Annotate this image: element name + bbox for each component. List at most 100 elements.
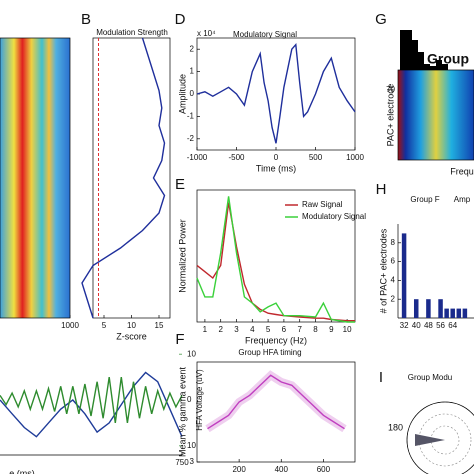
y-tick-label: 8 (391, 238, 396, 247)
x-tick-label: 4 (250, 325, 255, 334)
panel-label: F (175, 331, 184, 348)
x-tick-label: 7 (297, 325, 302, 334)
bar (438, 299, 443, 318)
series-line (207, 374, 345, 430)
y-tick-label: 1 (190, 67, 195, 76)
y-tick-label: 6 (391, 257, 396, 266)
x-tick-label: 600 (317, 465, 331, 474)
y-tick-label: 4 (391, 276, 396, 285)
series-line (196, 43, 356, 144)
x-tick-label: 8 (313, 325, 318, 334)
legend-label: Modulatory Signal (302, 212, 366, 221)
y2-tick-label: 10 (187, 441, 196, 450)
x-tick-label: 2 (218, 325, 223, 334)
series-line (81, 37, 166, 319)
x-tick-label: 64 (448, 321, 457, 330)
histogram-decoration (418, 52, 424, 70)
heatmap-image (0, 38, 70, 318)
plot-frame (196, 361, 356, 463)
chart-title: Modulation Strength (96, 28, 168, 37)
x-tick-label: 6 (282, 325, 287, 334)
series-line (0, 371, 183, 438)
heatmap-image (398, 70, 474, 160)
panel-label: B (81, 11, 91, 28)
x-tick-label: 5 (102, 321, 107, 330)
plot-frame (196, 37, 356, 151)
panel-label: I (379, 369, 383, 386)
y2-axis-label: HFA Voltage (uV) (195, 369, 204, 431)
y-multiplier: x 10⁴ (197, 29, 216, 38)
y-axis-label: Mean % gamma event (177, 366, 187, 457)
bar (413, 299, 419, 318)
y-tick-label: 0 (190, 89, 195, 98)
histogram-decoration (406, 30, 412, 70)
series-line (196, 196, 355, 323)
y-axis-label: # of PAC+ electrodes (378, 228, 388, 313)
bar (450, 308, 455, 318)
bar (444, 308, 449, 318)
x-axis-label: e (ms) (9, 468, 35, 474)
plot-frame (196, 189, 356, 323)
x-tick-label: 56 (436, 321, 445, 330)
x-tick-label: 1000 (346, 153, 364, 162)
histogram-decoration (442, 64, 448, 70)
x-tick-label: 15 (155, 321, 164, 330)
plot-frame (92, 37, 171, 319)
histogram-decoration (400, 30, 406, 70)
chart-title: Group F (410, 195, 439, 204)
x-tick-label: 1 (203, 325, 208, 334)
y-axis-label: PAC+ electrode (385, 84, 395, 147)
bar (426, 299, 431, 318)
panel-label: E (175, 176, 185, 193)
x-tick-label: 9 (329, 325, 334, 334)
plot-frame (0, 37, 71, 319)
polar-angle-label: 180 (388, 422, 403, 432)
x-tick-label: 500 (309, 153, 323, 162)
panel-label: H (376, 181, 387, 198)
polar-wedge (415, 434, 445, 446)
x-tick-label: 200 (232, 465, 246, 474)
x-tick-label: -1000 (187, 153, 208, 162)
x-tick-label: 40 (412, 321, 421, 330)
chart-title: Modulatory Signal (233, 30, 297, 39)
y2-tick-label: 0 (187, 395, 192, 404)
x-tick-label: 48 (424, 321, 433, 330)
bar (456, 308, 462, 318)
x-tick-label: 0 (274, 153, 279, 162)
x-tick-label: 1000 (61, 321, 79, 330)
x-tick-label: 400 (275, 465, 289, 474)
y-tick-label: 3 (190, 457, 195, 466)
polar-outline (406, 401, 474, 474)
y-tick-label: 2 (391, 294, 396, 303)
y-tick-label: 2 (190, 44, 195, 53)
polar-ring (430, 425, 460, 455)
panel-label: D (175, 11, 186, 28)
histogram-decoration (436, 60, 442, 70)
panel-label: G (375, 11, 387, 28)
bar (462, 308, 468, 318)
x-tick-label: 32 (400, 321, 409, 330)
legend-label: Raw Signal (302, 200, 343, 209)
y-tick-label: -2 (187, 134, 195, 143)
y-axis-label: Amplitude (177, 74, 187, 114)
chart-title: Group HFA timing (238, 348, 301, 357)
x-axis-label: Frequency (Hz) (245, 335, 307, 345)
series-line (196, 202, 355, 322)
x-axis-label: Z-score (116, 331, 147, 341)
confidence-band (205, 370, 347, 433)
x-tick-label: 10 (343, 325, 352, 334)
plot-frame (397, 69, 474, 161)
bar (401, 233, 407, 318)
y-tick-label: 70 (386, 85, 395, 94)
x-axis-label: Time (ms) (256, 163, 296, 173)
histogram-decoration (412, 40, 418, 70)
histogram-decoration (430, 66, 436, 70)
y-axis-label: Normalized Power (177, 219, 187, 293)
x-tick-label: 3 (234, 325, 239, 334)
histogram-decoration (424, 64, 430, 70)
y2-tick-label: 10 (187, 349, 196, 358)
x-tick-label: 5 (266, 325, 271, 334)
series-line (0, 376, 183, 424)
